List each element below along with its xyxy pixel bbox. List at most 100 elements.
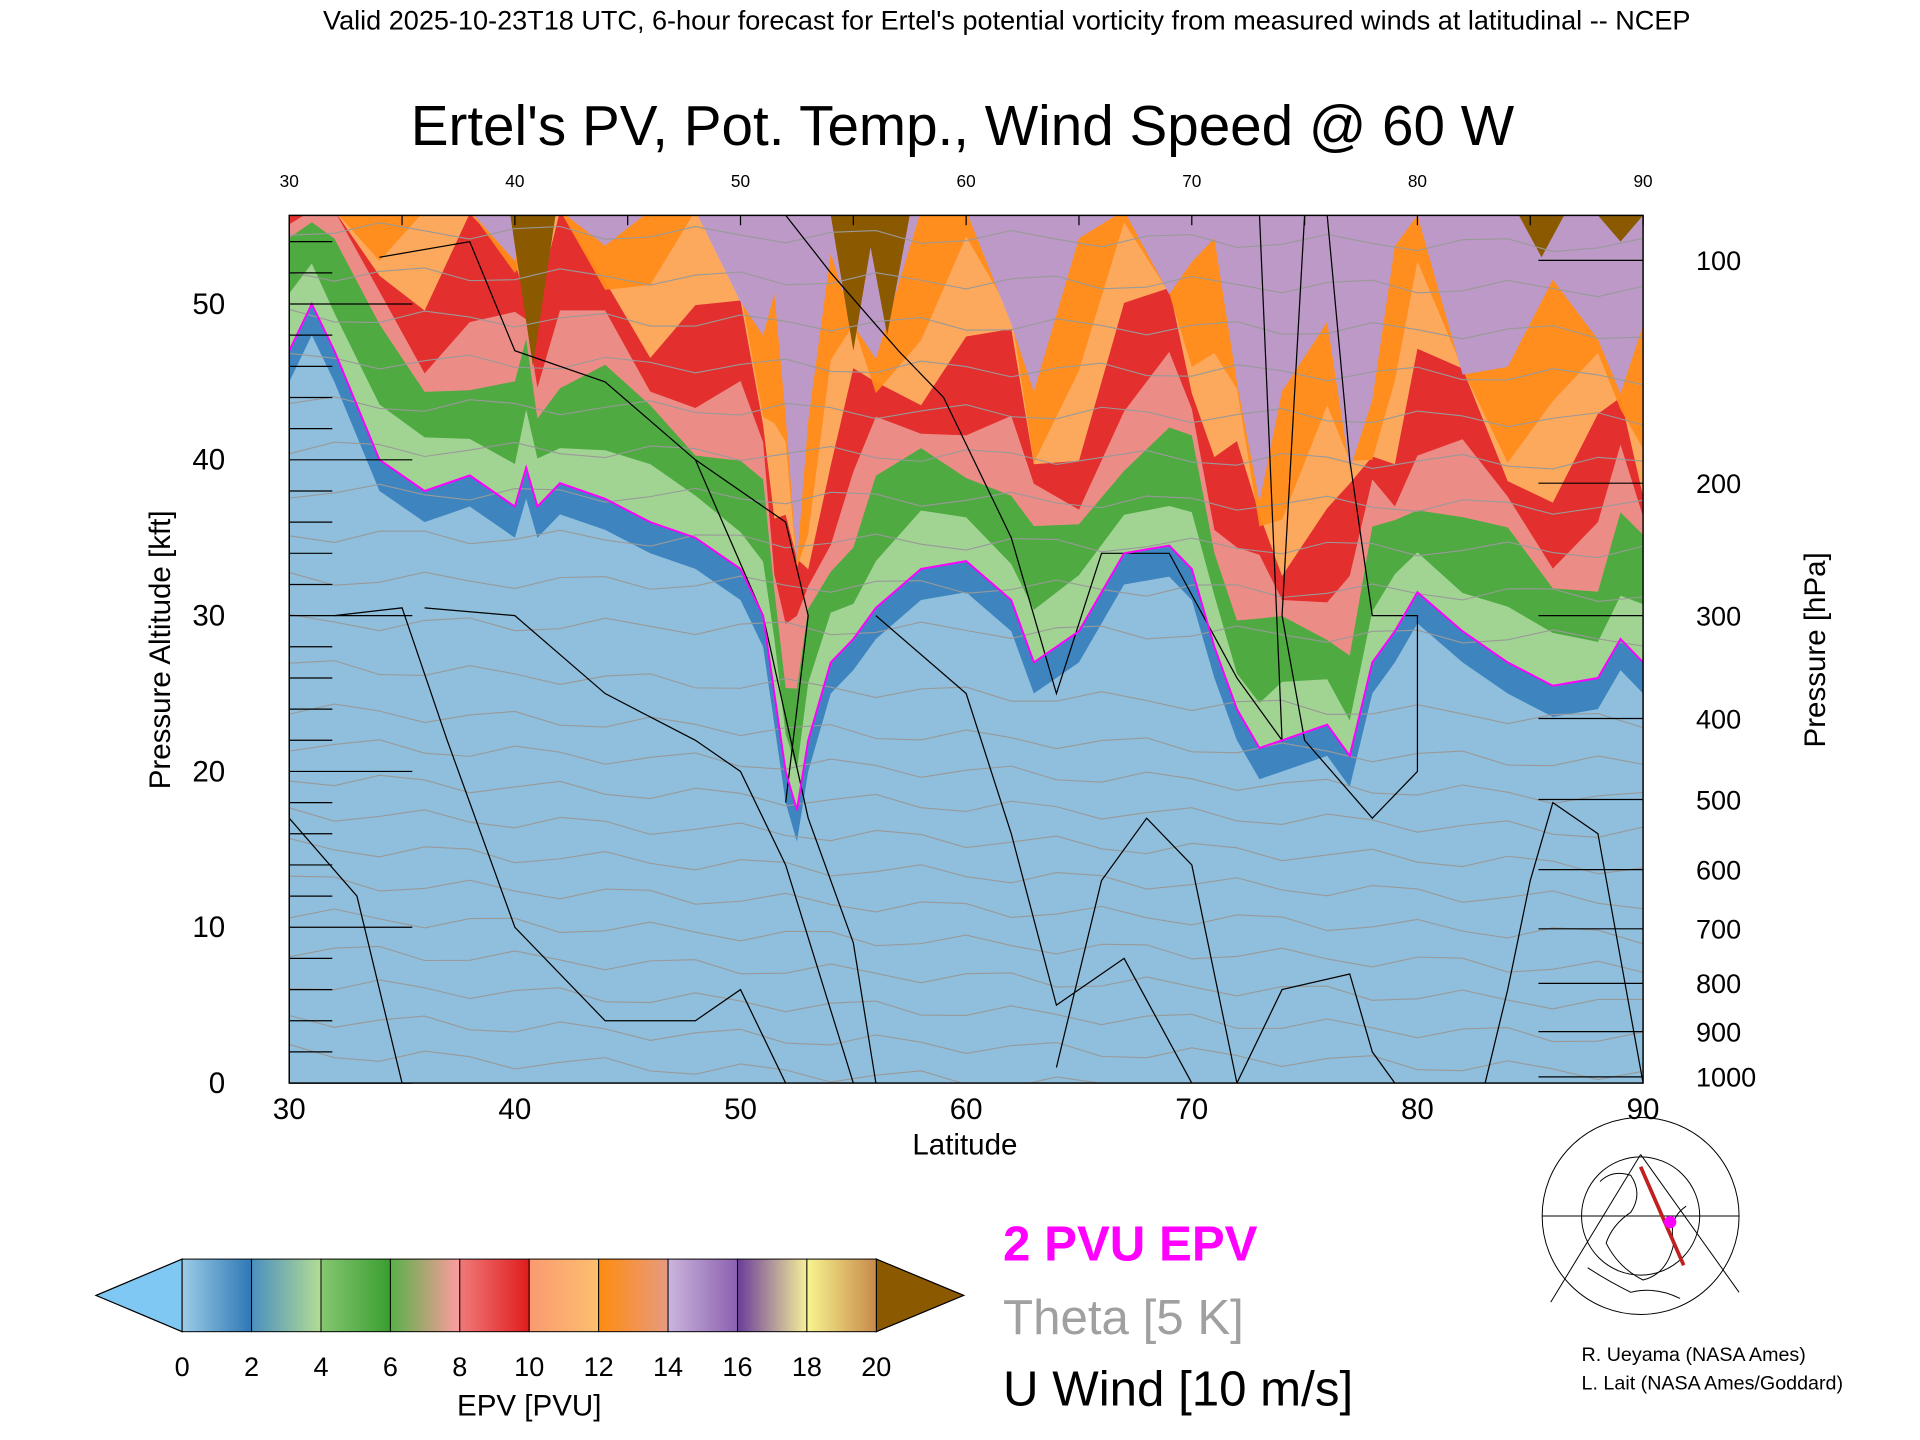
x-top-tick-label: 80	[1408, 171, 1427, 191]
epv-high-spike-3	[1518, 215, 1565, 258]
y-tick-label: 40	[192, 444, 225, 477]
pressure-tick-label: 800	[1696, 968, 1741, 999]
colorbar-label: EPV [PVU]	[457, 1389, 601, 1422]
y2-axis-label: Pressure [hPa]	[1799, 552, 1832, 747]
colorbar-segment	[389, 1258, 461, 1333]
colorbar-segment	[320, 1258, 391, 1333]
colorbar-segment	[251, 1258, 322, 1333]
theta-contour	[289, 945, 1644, 1010]
x-top-tick-label: 60	[957, 171, 976, 191]
theta-contour	[289, 441, 1644, 470]
theta-contour	[289, 739, 1644, 805]
pressure-tick-label: 500	[1696, 784, 1741, 815]
pressure-tick-label: 600	[1696, 854, 1741, 885]
pressure-tick-label: 200	[1696, 468, 1741, 499]
pressure-tick-label: 1000	[1696, 1062, 1756, 1093]
epv-high-spike-0	[510, 215, 556, 367]
colorbar: 0 2 4 6 8 10 12 14 16 18 20	[94, 1258, 966, 1382]
y-tick-label: 20	[192, 755, 225, 788]
u-wind-contour	[694, 459, 877, 1084]
cross-section-line	[1638, 1166, 1686, 1266]
x-tick-label: 80	[1401, 1093, 1434, 1126]
epv-band-7	[474, 215, 1644, 563]
plot-area	[289, 47, 1644, 1084]
y-tick-label: 10	[192, 911, 225, 944]
colorbar-over-triangle	[875, 1258, 966, 1333]
colorbar-tick-label: 0	[175, 1351, 190, 1382]
y-tick-label: 30	[192, 599, 225, 632]
chart-title: Ertel's PV, Pot. Temp., Wind Speed @ 60 …	[411, 94, 1515, 157]
y-axis-label: Pressure Altitude [kft]	[144, 510, 177, 789]
u-wind-contour	[379, 240, 809, 803]
colorbar-segment	[459, 1258, 530, 1333]
x-axis-label: Latitude	[912, 1128, 1017, 1161]
legend-theta: Theta [5 K]	[1003, 1290, 1244, 1345]
theta-contour	[289, 1043, 1103, 1084]
y-tick-label: 0	[209, 1067, 225, 1100]
credit-line-1: R. Ueyama (NASA Ames)	[1582, 1344, 1806, 1366]
u-wind-contour	[1484, 801, 1644, 1084]
theta-contour	[289, 1014, 1644, 1081]
x-top-tick-label: 50	[731, 171, 750, 191]
pressure-tick-label: 300	[1696, 600, 1741, 631]
u-wind-contour	[1055, 817, 1238, 1084]
theta-contour	[289, 267, 1644, 298]
colorbar-tick-label: 18	[792, 1351, 822, 1382]
x-top-tick-label: 40	[505, 171, 524, 191]
colorbar-tick-label: 8	[452, 1351, 467, 1382]
pressure-tick-label: 400	[1696, 703, 1741, 734]
pv2-contour	[289, 301, 1644, 811]
x-top-tick-label: 70	[1182, 171, 1201, 191]
pressure-tick-label: 700	[1696, 914, 1741, 945]
theta-contour	[289, 483, 1644, 515]
epv-high-spike-4	[1597, 215, 1644, 242]
theta-contour	[289, 979, 1644, 1043]
theta-contour	[289, 396, 1644, 428]
colorbar-segment	[667, 1258, 738, 1333]
theta-contour	[289, 774, 1644, 838]
plot-frame	[288, 214, 1644, 1084]
pressure-tick-label: 900	[1696, 1017, 1741, 1048]
colorbar-tick-label: 12	[584, 1351, 614, 1382]
u-wind-contour	[424, 607, 854, 1084]
forecast-subtitle: Valid 2025-10-23T18 UTC, 6-hour forecast…	[323, 5, 1690, 36]
colorbar-tick-label: 4	[313, 1351, 328, 1382]
theta-contour	[289, 807, 1644, 875]
location-dot	[1664, 1216, 1677, 1229]
theta-contour	[289, 352, 1644, 386]
credit-line-2: L. Lait (NASA Ames/Goddard)	[1582, 1373, 1844, 1395]
colorbar-under-triangle	[94, 1258, 183, 1333]
u-wind-contour	[1281, 215, 1419, 820]
colorbar-tick-label: 6	[383, 1351, 398, 1382]
colorbar-tick-label: 20	[861, 1351, 891, 1382]
theta-contour	[289, 875, 1644, 945]
colorbar-segment	[598, 1258, 669, 1333]
colorbar-tick-label: 2	[244, 1351, 259, 1382]
x-tick-label: 40	[498, 1093, 531, 1126]
x-top-tick-label: 30	[280, 171, 299, 191]
theta-contour	[289, 908, 1644, 973]
u-wind-contour	[785, 215, 1283, 743]
colorbar-tick-label: 10	[514, 1351, 544, 1382]
theta-contour	[289, 47, 1643, 77]
colorbar-tick-label: 16	[722, 1351, 752, 1382]
x-tick-label: 50	[724, 1093, 757, 1126]
theta-contour	[289, 308, 1644, 340]
legend-wind: U Wind [10 m/s]	[1003, 1362, 1353, 1417]
colorbar-tick-label: 14	[653, 1351, 683, 1382]
y-tick-label: 50	[192, 288, 225, 321]
locator-map	[1541, 1117, 1740, 1315]
theta-contour	[289, 529, 1644, 559]
x-tick-label: 60	[950, 1093, 983, 1126]
colorbar-segment	[806, 1258, 877, 1333]
pressure-tick-label: 100	[1696, 245, 1741, 276]
x-tick-label: 70	[1175, 1093, 1208, 1126]
x-tick-label: 90	[1627, 1093, 1660, 1126]
epv-high-spike-1	[830, 215, 876, 351]
colorbar-segment	[528, 1258, 600, 1333]
colorbar-segment	[181, 1258, 253, 1333]
theta-contour	[289, 837, 1644, 910]
u-wind-contour	[289, 817, 403, 1084]
u-wind-contour	[334, 607, 787, 1084]
